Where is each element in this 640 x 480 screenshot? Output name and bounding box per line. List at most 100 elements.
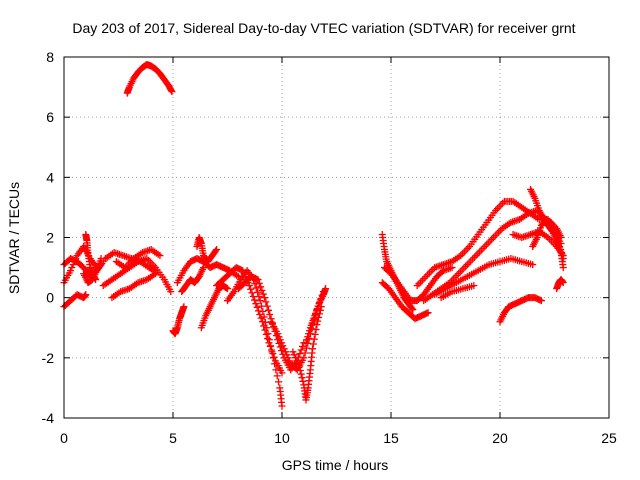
x-tick-label: 10	[274, 430, 290, 446]
y-tick-label: 8	[46, 49, 54, 65]
data-point	[304, 333, 312, 341]
data-point	[294, 360, 302, 368]
y-tick-label: 4	[46, 169, 54, 185]
series-track-q	[224, 267, 286, 410]
series-track-o	[197, 282, 231, 332]
data-point	[312, 326, 320, 334]
data-point	[283, 351, 291, 359]
data-point	[267, 342, 275, 350]
data-point	[559, 255, 567, 263]
data-point	[408, 304, 416, 312]
series-track-b	[60, 291, 90, 311]
series-track-k	[173, 255, 242, 287]
data-point	[284, 354, 292, 362]
x-axis-label: GPS time / hours	[282, 457, 389, 473]
data-point	[264, 330, 272, 338]
data-point	[556, 243, 564, 251]
data-point	[297, 346, 305, 354]
data-point	[278, 369, 286, 377]
series-track-af	[529, 215, 567, 263]
data-point	[260, 313, 268, 321]
data-point	[265, 336, 273, 344]
data-point	[298, 342, 306, 350]
y-tick-label: 6	[46, 109, 54, 125]
data-point	[269, 354, 277, 362]
data-point	[263, 302, 271, 310]
data-point	[278, 339, 286, 347]
data-point	[262, 298, 270, 306]
data-point	[557, 249, 565, 257]
data-point	[555, 240, 563, 248]
data-point	[470, 282, 478, 290]
data-point	[259, 308, 267, 316]
data-point	[275, 333, 283, 341]
series-track-y	[413, 197, 565, 290]
data-point	[247, 285, 255, 293]
data-point	[167, 288, 175, 296]
series-track-aa	[431, 255, 537, 299]
y-tick-label: 2	[46, 230, 54, 246]
data-point	[258, 286, 266, 294]
data-point	[261, 294, 269, 302]
data-point	[298, 374, 306, 382]
data-point	[97, 261, 105, 269]
data-point	[213, 246, 221, 254]
data-point	[409, 306, 417, 314]
data-point	[257, 283, 265, 291]
data-point	[266, 311, 274, 319]
data-point	[264, 306, 272, 314]
series-track-ac	[496, 294, 545, 326]
series-track-g	[99, 255, 175, 296]
data-point	[268, 348, 276, 356]
data-point	[256, 297, 264, 305]
data-point	[293, 357, 301, 365]
chart-title: Day 203 of 2017, Sidereal Day-to-day VTE…	[72, 20, 575, 36]
data-point	[279, 342, 287, 350]
data-point	[180, 303, 188, 311]
data-point	[168, 88, 176, 96]
series-track-ab	[437, 282, 478, 302]
data-point	[273, 372, 281, 380]
data-point	[299, 377, 307, 385]
data-point	[253, 303, 261, 311]
data-point	[224, 285, 231, 293]
data-point	[309, 340, 317, 348]
series-track-i	[112, 246, 164, 272]
series-track-x	[378, 279, 432, 323]
data-point	[255, 279, 263, 287]
data-point	[68, 264, 76, 272]
data-point	[252, 284, 260, 292]
x-tick-label: 20	[492, 430, 508, 446]
series-track-t	[289, 303, 325, 404]
data-point	[322, 285, 330, 293]
data-point	[280, 345, 288, 353]
data-point	[254, 276, 262, 284]
data-point	[257, 314, 265, 322]
data-point	[245, 282, 253, 290]
y-tick-label: -4	[42, 410, 55, 426]
data-point	[529, 261, 537, 269]
x-tick-label: 5	[169, 430, 177, 446]
data-point	[67, 267, 75, 275]
data-point	[292, 354, 300, 362]
data-point	[537, 297, 545, 305]
x-tick-label: 15	[383, 430, 399, 446]
series-track-ag	[553, 276, 567, 293]
series-track-n	[193, 234, 221, 266]
data-point	[255, 292, 263, 300]
data-point	[256, 311, 264, 319]
data-points	[60, 61, 567, 410]
data-point	[289, 348, 297, 356]
series-track-w	[380, 264, 456, 305]
data-point	[167, 86, 175, 94]
data-point	[310, 335, 318, 343]
data-point	[281, 348, 289, 356]
data-point	[278, 402, 286, 410]
y-axis-ticks: -4 -2 0 2 4 6 8	[42, 49, 609, 426]
data-point	[448, 264, 456, 272]
y-tick-label: -2	[42, 350, 55, 366]
series-track-h	[108, 270, 160, 302]
data-point	[311, 330, 319, 338]
data-point	[200, 264, 208, 272]
